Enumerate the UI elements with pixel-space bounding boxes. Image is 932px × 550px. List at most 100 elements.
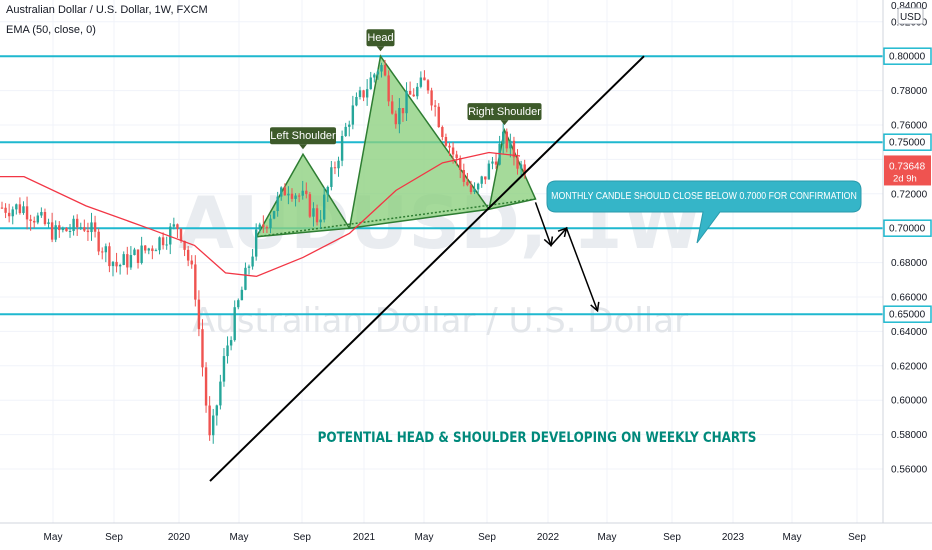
confirmation-callout[interactable]: MONTHLY CANDLE SHOULD CLOSE BELOW 0.7000… — [546, 180, 862, 244]
currency-badge[interactable]: USD — [897, 7, 924, 25]
left-shoulder-label-box — [270, 127, 336, 145]
arrowhead — [557, 227, 568, 238]
head-label-pointer — [376, 46, 385, 52]
candle-body — [201, 329, 204, 368]
candle-body — [494, 161, 498, 165]
candle-body — [169, 226, 172, 245]
candle-body — [183, 240, 186, 250]
indicator-legend[interactable]: EMA (50, close, 0) — [6, 24, 96, 36]
time-tick-label: 2022 — [537, 532, 560, 543]
candle-body — [380, 65, 383, 72]
candle-body — [416, 86, 419, 97]
projection-path[interactable] — [534, 202, 599, 312]
candle-body — [369, 77, 372, 90]
candle-body — [459, 158, 462, 171]
candle-body — [40, 212, 43, 216]
candle-body — [158, 237, 161, 251]
level-price-box — [883, 305, 932, 323]
candle-body — [272, 211, 276, 219]
candle-body — [519, 164, 523, 169]
trendline[interactable] — [209, 55, 645, 482]
ascending-trendline[interactable] — [209, 55, 645, 482]
neckline[interactable] — [256, 198, 536, 238]
time-tick-label: 2020 — [168, 532, 191, 543]
candle-body — [75, 218, 79, 228]
candle-body — [190, 260, 193, 265]
price-tick-label: 0.68000 — [891, 258, 928, 269]
candle-body — [441, 127, 444, 138]
candlestick-series — [0, 59, 526, 444]
candle-body — [219, 381, 222, 406]
candle-body — [462, 170, 466, 182]
candle-body — [480, 176, 483, 184]
price-tick-label: 0.76000 — [891, 121, 928, 132]
main-annotation: POTENTIAL HEAD & SHOULDER DEVELOPING ON … — [318, 430, 757, 447]
candle-body — [351, 105, 355, 125]
last-price-box — [884, 155, 931, 186]
candle-body — [398, 108, 401, 125]
level-price-label: 0.70000 — [889, 224, 926, 235]
candle-body — [305, 190, 308, 195]
candle-body — [165, 244, 168, 246]
candle-body — [433, 105, 437, 107]
projection-arrows[interactable] — [534, 202, 600, 313]
candle-body — [43, 212, 47, 225]
candle-body — [444, 137, 448, 146]
candle-body — [226, 345, 229, 357]
head-triangle[interactable] — [348, 54, 491, 230]
candle-body — [326, 186, 329, 195]
candle-body — [330, 167, 333, 187]
candle-body — [68, 231, 72, 233]
level-price-label: 0.75000 — [889, 138, 926, 149]
candle-body — [391, 101, 394, 114]
head-label-box — [366, 29, 395, 47]
candle-body — [86, 230, 90, 233]
candle-body — [294, 195, 297, 199]
candle-body — [115, 261, 118, 267]
candle-body — [509, 140, 512, 149]
candle-body — [208, 405, 211, 436]
candle-body — [348, 124, 351, 127]
candle-body — [280, 187, 283, 197]
time-tick-label: May — [783, 532, 802, 543]
time-axis[interactable]: May Sep 2020 May Sep 2021 May Sep 2022 May Sep 2023… — [44, 532, 867, 543]
candle-body — [323, 194, 326, 220]
candle-body — [512, 140, 516, 158]
candle-body — [50, 222, 54, 240]
candle-body — [394, 113, 397, 125]
candle-body — [276, 196, 279, 212]
level-price-box — [883, 219, 932, 237]
candle-body — [362, 90, 365, 98]
price-axis[interactable]: 0.820000.800000.780000.760000.740000.720… — [883, 1, 932, 476]
time-tick-label: May — [230, 532, 249, 543]
candle-body — [297, 195, 301, 197]
candle-body — [301, 190, 304, 196]
price-tick-label: 0.56000 — [891, 465, 928, 476]
candle-body — [93, 222, 97, 232]
level-price-box — [883, 47, 932, 65]
candle-body — [61, 228, 65, 231]
candle-body — [197, 299, 201, 330]
right-shoulder-label-text: Right Shoulder — [468, 106, 541, 118]
candle-body — [455, 154, 458, 159]
candle-body — [186, 249, 190, 261]
candle-body — [133, 249, 136, 256]
candle-body — [47, 222, 50, 225]
candle-body — [505, 131, 508, 149]
candle-body — [79, 227, 82, 229]
candle-body — [4, 207, 7, 213]
candle-body — [222, 356, 226, 382]
candle-body — [212, 415, 215, 436]
candle-body — [358, 90, 362, 97]
candle-body — [122, 254, 125, 265]
right-shoulder-label-box — [467, 103, 542, 121]
chart-title[interactable]: Australian Dollar / U.S. Dollar, 1W, FXC… — [6, 4, 208, 16]
time-tick-label: Sep — [663, 532, 681, 543]
candle-body — [240, 289, 244, 301]
price-tick-label: 0.58000 — [891, 430, 928, 441]
candle-body — [262, 224, 265, 228]
candle-body — [179, 228, 183, 241]
candle-body — [172, 224, 176, 227]
